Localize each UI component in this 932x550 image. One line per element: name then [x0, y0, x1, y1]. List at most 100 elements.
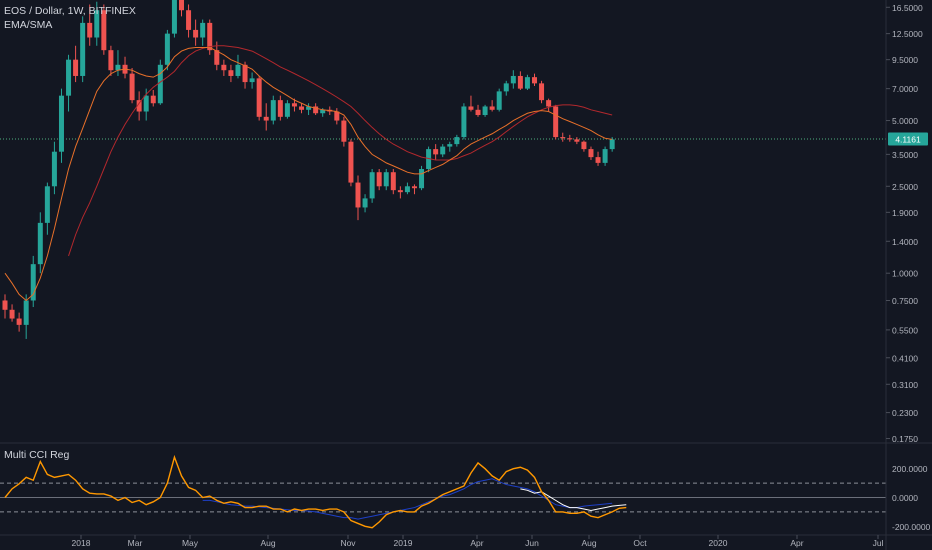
candle-up[interactable] — [249, 72, 255, 89]
candle-down[interactable] — [87, 4, 93, 46]
candle-up[interactable] — [404, 182, 410, 195]
candle-down[interactable] — [277, 95, 283, 121]
candle-up[interactable] — [369, 168, 375, 203]
candle-up[interactable] — [496, 88, 502, 112]
candle-up[interactable] — [454, 134, 460, 147]
cci-indicator-pane[interactable] — [0, 454, 886, 529]
candle-down[interactable] — [567, 134, 573, 142]
candle-up[interactable] — [115, 50, 121, 76]
time-tick-label: Jul — [873, 538, 884, 548]
candle-body — [186, 10, 192, 30]
candle-up[interactable] — [200, 19, 206, 46]
candle-up[interactable] — [482, 104, 488, 117]
candle-up[interactable] — [510, 70, 516, 89]
candle-down[interactable] — [16, 312, 22, 332]
candle-up[interactable] — [51, 141, 57, 195]
candle-down[interactable] — [186, 4, 192, 38]
candle-up[interactable] — [503, 80, 509, 96]
candle-up[interactable] — [426, 146, 432, 173]
candle-down[interactable] — [228, 64, 234, 83]
candle-down[interactable] — [313, 103, 319, 116]
candle-up[interactable] — [171, 0, 177, 38]
candle-down[interactable] — [221, 59, 227, 76]
candle-down[interactable] — [397, 186, 403, 199]
candle-up[interactable] — [383, 168, 389, 191]
candle-up[interactable] — [23, 294, 29, 339]
candle-down[interactable] — [546, 98, 552, 112]
candle-down[interactable] — [73, 45, 79, 83]
candle-down[interactable] — [411, 184, 417, 195]
candle-down[interactable] — [433, 144, 439, 160]
candle-body — [94, 10, 100, 38]
candle-down[interactable] — [179, 0, 184, 17]
candle-up[interactable] — [44, 182, 50, 235]
candle-body — [510, 75, 516, 84]
candle-up[interactable] — [419, 165, 425, 191]
candle-down[interactable] — [299, 103, 305, 114]
candle-up[interactable] — [94, 1, 100, 46]
price-tick-label: 0.1750 — [892, 434, 918, 444]
candle-down[interactable] — [560, 132, 566, 142]
candle-down[interactable] — [214, 41, 220, 71]
candle-down[interactable] — [256, 75, 262, 121]
candle-down[interactable] — [588, 146, 594, 160]
candle-body — [433, 149, 439, 155]
candle-up[interactable] — [440, 144, 446, 158]
candle-down[interactable] — [532, 73, 537, 86]
candle-up[interactable] — [306, 103, 312, 116]
candle-up[interactable] — [609, 137, 615, 152]
candle-up[interactable] — [30, 255, 36, 308]
candle-down[interactable] — [468, 95, 474, 112]
candle-down[interactable] — [355, 175, 361, 221]
candle-up[interactable] — [143, 88, 149, 121]
candle-down[interactable] — [263, 103, 269, 131]
candle-down[interactable] — [475, 104, 481, 117]
candle-up[interactable] — [58, 88, 64, 163]
candle-down[interactable] — [376, 168, 382, 191]
candle-up[interactable] — [235, 54, 241, 79]
candle-up[interactable] — [164, 29, 170, 71]
candle-down[interactable] — [101, 4, 107, 55]
candle-up[interactable] — [66, 54, 72, 112]
candle-down[interactable] — [574, 137, 580, 145]
candle-body — [426, 149, 432, 169]
candle-down[interactable] — [150, 89, 156, 107]
candle-down[interactable] — [489, 100, 495, 112]
candle-down[interactable] — [595, 151, 601, 166]
candle-up[interactable] — [524, 74, 530, 90]
candle-down[interactable] — [129, 68, 135, 104]
candle-down[interactable] — [348, 139, 354, 187]
candle-down[interactable] — [122, 56, 128, 79]
candle-body — [517, 75, 523, 89]
candle-down[interactable] — [517, 71, 523, 90]
candle-up[interactable] — [284, 100, 290, 119]
candle-down[interactable] — [539, 80, 545, 104]
candle-body — [200, 22, 206, 38]
candle-up[interactable] — [37, 212, 43, 274]
candle-up[interactable] — [461, 103, 467, 140]
candle-up[interactable] — [362, 194, 368, 213]
candle-body — [404, 186, 410, 193]
candle-down[interactable] — [390, 168, 396, 195]
candle-up[interactable] — [602, 146, 608, 166]
candle-down[interactable] — [581, 140, 587, 152]
candle-up[interactable] — [270, 95, 276, 125]
candle-down[interactable] — [9, 304, 15, 322]
candle-down[interactable] — [2, 294, 8, 319]
main-price-pane[interactable] — [0, 0, 886, 339]
candle-down[interactable] — [136, 91, 142, 121]
candle-down[interactable] — [193, 19, 199, 46]
candle-down[interactable] — [334, 108, 340, 125]
candle-up[interactable] — [447, 141, 453, 152]
candle-up[interactable] — [80, 16, 86, 83]
candle-body — [376, 172, 382, 187]
candle-down[interactable] — [553, 104, 559, 140]
candle-down[interactable] — [207, 19, 213, 55]
candle-down[interactable] — [291, 98, 297, 112]
candle-down[interactable] — [341, 116, 347, 147]
candle-body — [136, 100, 142, 112]
time-tick-label: Jun — [525, 538, 539, 548]
candle-down[interactable] — [108, 45, 114, 76]
